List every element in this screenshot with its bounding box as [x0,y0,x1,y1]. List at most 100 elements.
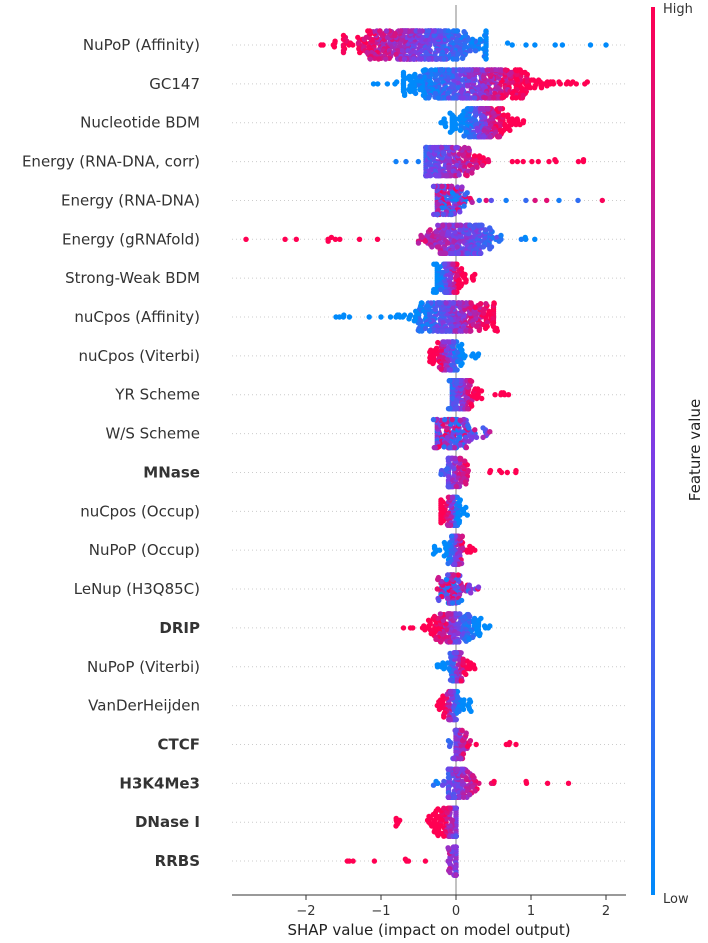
feature-label: Strong-Weak BDM [65,269,200,287]
shap-point [459,77,465,83]
shap-point [439,183,445,190]
shap-point [462,271,468,278]
shap-point [471,615,478,622]
feature-label: CTCF [158,735,201,753]
shap-point [344,858,350,864]
shap-point [367,56,373,62]
colorbar-gradient [651,7,655,895]
shap-point [478,301,484,307]
shap-point [346,314,353,320]
feature-label: Energy (gRNAfold) [62,230,200,248]
x-axis: −2 −1 0 1 2 [232,894,626,919]
shap-point [535,158,541,165]
shap-point [517,121,523,128]
shap-point [384,81,391,87]
shap-point [466,792,473,798]
shap-point [485,106,491,112]
shap-point [364,49,370,56]
shap-point [463,444,470,451]
shap-point [575,197,581,204]
shap-point [464,172,470,179]
shap-point [461,144,468,151]
shap-point [495,134,501,140]
feature-label: LeNup (H3Q85C) [74,580,200,598]
shap-point [439,144,445,151]
shap-point [445,483,452,490]
shap-point [430,289,437,295]
shap-point [444,466,450,472]
shap-point [457,378,464,384]
shap-point [523,42,529,48]
shap-point [455,85,461,91]
shap-point [412,90,419,97]
shap-point [460,794,467,800]
shap-point [426,56,432,62]
shap-point [454,244,460,250]
shap-point [469,199,475,205]
shap-point [476,632,483,639]
shap-point [514,158,521,165]
shap-point [466,636,472,642]
shap-point [467,697,473,703]
shap-point [457,497,463,503]
shap-point [445,572,451,578]
colorbar-title: Feature value [686,399,704,501]
shap-point [375,81,381,87]
shap-point [370,81,377,87]
shap-point [546,158,552,165]
shap-point [434,328,440,334]
shap-point [282,236,288,242]
shap-point [407,88,413,95]
colorbar: High Low Feature value [651,2,704,907]
shap-point [467,222,473,228]
shap-point [476,327,482,333]
shap-point [405,858,412,864]
shap-point [430,144,436,151]
shap-point [426,95,432,101]
shap-point [458,266,465,272]
feature-label: RRBS [155,852,200,870]
shap-point [454,678,461,684]
shap-point [480,425,486,431]
shap-point [599,197,605,204]
shap-point [458,755,464,762]
shap-point [472,48,479,54]
shap-point [435,574,442,581]
shap-point [452,56,459,62]
shap-point [457,67,463,73]
shap-point [340,32,347,39]
shap-point [441,833,447,839]
shap-point [438,286,444,293]
shap-point [463,279,469,285]
shap-point [465,467,471,474]
shap-point [382,56,389,62]
shap-point [472,386,478,392]
shap-point [431,543,438,550]
shap-point [332,38,338,44]
shap-point [433,261,440,267]
shap-point [418,232,424,239]
shap-point [520,158,526,165]
shap-point [492,392,498,398]
shap-point [483,56,489,62]
shap-point [452,716,458,723]
shap-point [464,250,471,256]
shap-point [445,560,451,567]
shap-point [444,328,450,334]
feature-label: nuCpos (Viterbi) [78,347,200,365]
shap-point [468,106,474,112]
shap-point [472,222,478,228]
shap-point [456,599,462,605]
shap-point [425,617,432,623]
shap-point [450,67,456,73]
shap-point [440,222,446,228]
shap-point [461,355,467,361]
shap-point [442,123,449,130]
shap-point [482,227,489,233]
shap-point [454,688,461,695]
shap-point [452,794,458,800]
shap-point [458,362,464,369]
shap-point [387,314,394,320]
shap-point [473,741,479,748]
shap-point [392,30,398,37]
